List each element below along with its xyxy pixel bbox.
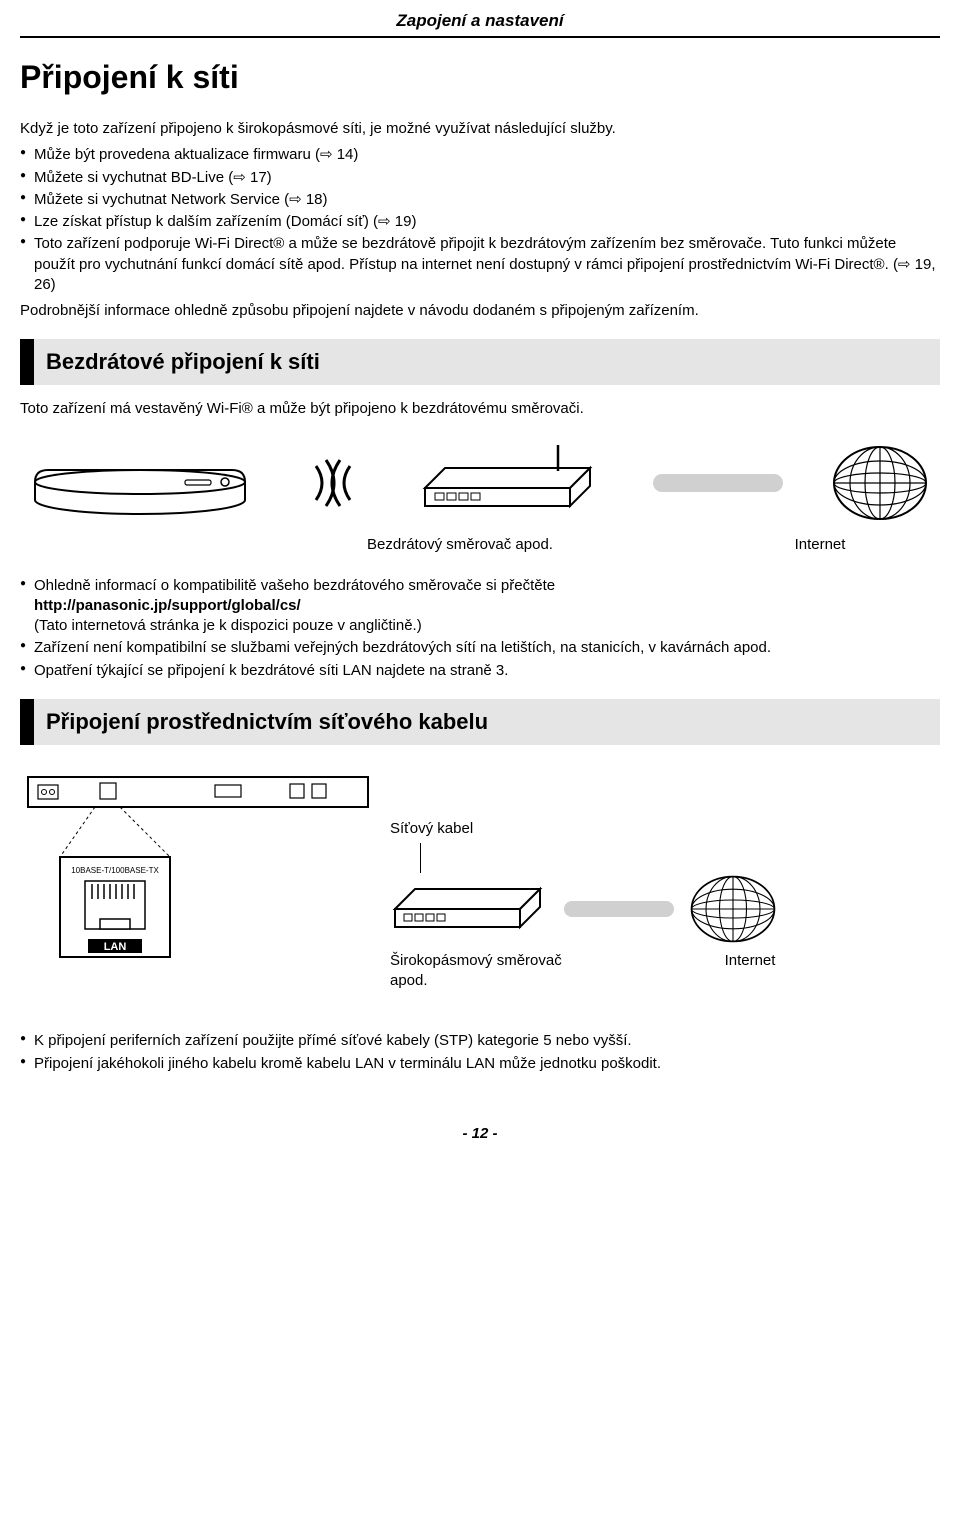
wired-bullets: K připojení periferních zařízení použijt… [20, 1031, 940, 1074]
cable-label: Síťový kabel [390, 819, 940, 839]
device-rear-icon: 10BASE-T/100BASE-TX LAN [20, 769, 390, 969]
wired-router-icon [390, 879, 550, 939]
globe-icon [688, 873, 778, 945]
section-header: Zapojení a nastavení [20, 10, 940, 38]
wifi-wave-icon [298, 448, 368, 518]
lan-label: LAN [104, 941, 127, 953]
router-caption: Bezdrátový směrovač apod. [320, 535, 600, 555]
lan-port-label: 10BASE-T/100BASE-TX [71, 866, 159, 875]
page-number: - 12 - [20, 1124, 940, 1144]
wireless-heading: Bezdrátové připojení k síti [20, 339, 940, 385]
router-icon [415, 443, 605, 523]
bullet-item: Lze získat přístup k dalším zařízením (D… [20, 212, 940, 232]
connection-bar-icon [564, 897, 674, 921]
wired-diagram: 10BASE-T/100BASE-TX LAN Síťový kabel [20, 769, 940, 992]
connection-bar-icon [653, 468, 783, 498]
bullet-item: Zařízení není kompatibilní se službami v… [20, 638, 940, 658]
bullet-item: K připojení periferních zařízení použijt… [20, 1031, 940, 1051]
heading-bar [20, 699, 34, 745]
bullet-item: Můžete si vychutnat Network Service (⇨ 1… [20, 190, 940, 210]
wired-internet-caption: Internet [700, 951, 800, 992]
bullet-item: Ohledně informací o kompatibilitě vašeho… [20, 576, 940, 637]
bullet-item: Připojení jakéhokoli jiného kabelu kromě… [20, 1054, 940, 1074]
bullet-item: Může být provedena aktualizace firmwaru … [20, 145, 940, 165]
bullet-item: Opatření týkající se připojení k bezdrát… [20, 661, 940, 681]
bullet-item: Toto zařízení podporuje Wi-Fi Direct® a … [20, 234, 940, 295]
wired-heading: Připojení prostřednictvím síťového kabel… [20, 699, 940, 745]
internet-caption: Internet [730, 535, 910, 555]
wireless-caption-row: Bezdrátový směrovač apod. Internet [20, 535, 940, 555]
url-note: (Tato internetová stránka je k dispozici… [34, 617, 422, 634]
note-text: Podrobnější informace ohledně způsobu př… [20, 301, 940, 321]
player-icon [30, 448, 250, 518]
wireless-bullets: Ohledně informací o kompatibilitě vašeho… [20, 576, 940, 681]
bullet-item: Můžete si vychutnat BD-Live (⇨ 17) [20, 168, 940, 188]
main-bullet-list: Může být provedena aktualizace firmwaru … [20, 145, 940, 295]
heading-label: Připojení prostřednictvím síťového kabel… [34, 699, 940, 745]
heading-label: Bezdrátové připojení k síti [34, 339, 940, 385]
globe-icon [830, 443, 930, 523]
support-url: http://panasonic.jp/support/global/cs/ [34, 597, 301, 614]
wireless-diagram [20, 443, 940, 523]
wired-router-caption: Širokopásmový směrovač apod. [390, 951, 590, 992]
heading-bar [20, 339, 34, 385]
wireless-intro: Toto zařízení má vestavěný Wi-Fi® a může… [20, 399, 940, 419]
intro-text: Když je toto zařízení připojeno k široko… [20, 119, 940, 139]
page-title: Připojení k síti [20, 56, 940, 99]
